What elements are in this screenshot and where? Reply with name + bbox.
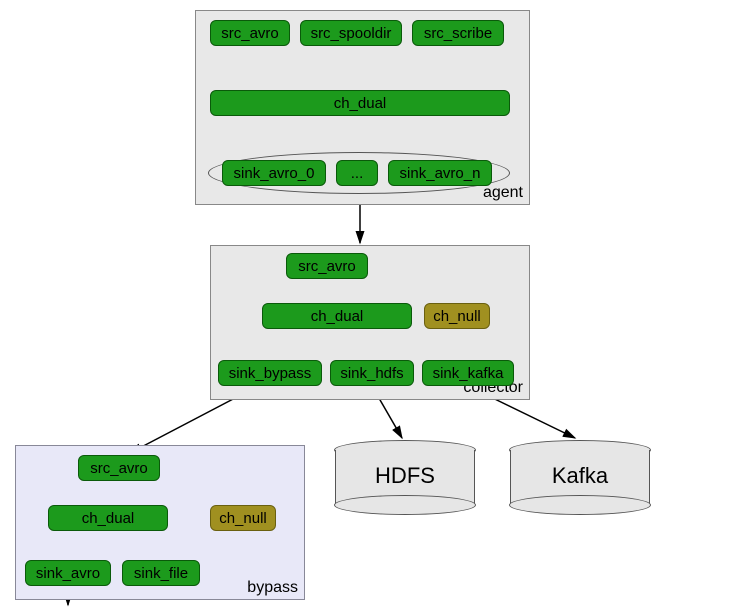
- node-byp_ch_dual: ch_dual: [48, 505, 168, 531]
- cylinder-label-kafka: Kafka: [552, 463, 608, 489]
- node-byp_sink_file: sink_file: [122, 560, 200, 586]
- node-agent_sink_ellipsis: ...: [336, 160, 378, 186]
- node-byp_src_avro: src_avro: [78, 455, 160, 481]
- cylinder-kafka: Kafka: [510, 450, 650, 505]
- node-coll_ch_null: ch_null: [424, 303, 490, 329]
- container-label-bypass: bypass: [247, 579, 298, 597]
- node-coll_sink_kafka: sink_kafka: [422, 360, 514, 386]
- node-agent_ch_dual: ch_dual: [210, 90, 510, 116]
- node-coll_sink_bypass: sink_bypass: [218, 360, 322, 386]
- node-agent_sink_avro_n: sink_avro_n: [388, 160, 492, 186]
- node-byp_ch_null: ch_null: [210, 505, 276, 531]
- node-coll_ch_dual: ch_dual: [262, 303, 412, 329]
- container-label-agent: agent: [483, 184, 523, 202]
- cylinder-hdfs: HDFS: [335, 450, 475, 505]
- cylinder-label-hdfs: HDFS: [375, 463, 435, 489]
- node-coll_sink_hdfs: sink_hdfs: [330, 360, 414, 386]
- node-agent_sink_avro_0: sink_avro_0: [222, 160, 326, 186]
- node-byp_sink_avro: sink_avro: [25, 560, 111, 586]
- node-coll_src_avro: src_avro: [286, 253, 368, 279]
- node-agent_src_spooldir: src_spooldir: [300, 20, 402, 46]
- node-agent_src_avro: src_avro: [210, 20, 290, 46]
- node-agent_src_scribe: src_scribe: [412, 20, 504, 46]
